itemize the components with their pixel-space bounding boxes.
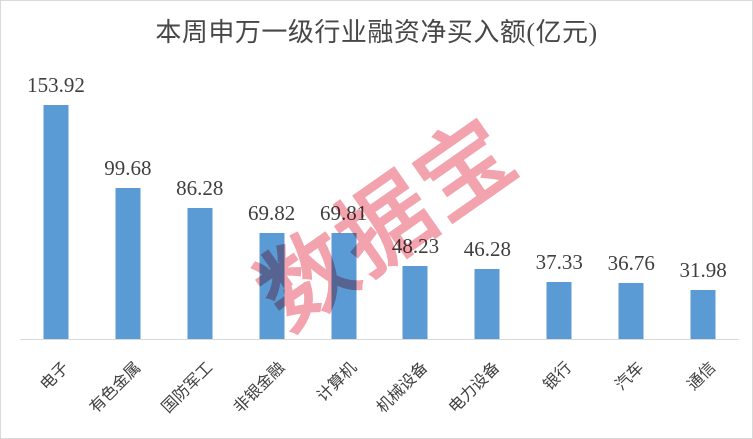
category-label: 非银金融	[230, 359, 288, 417]
bar-column: 31.98	[667, 60, 739, 339]
category-label: 计算机	[313, 359, 360, 406]
category-cell: 通信	[667, 340, 739, 439]
value-label: 48.23	[391, 233, 440, 258]
bar-通信	[690, 290, 716, 339]
bar-非银金融	[259, 232, 285, 339]
value-label: 86.28	[176, 175, 224, 200]
value-label: 69.82	[248, 200, 296, 225]
category-cell: 有色金属	[87, 340, 164, 439]
category-label: 机械设备	[374, 359, 432, 417]
category-cell: 非银金融	[231, 340, 308, 439]
bar-column: 69.82	[236, 60, 308, 339]
bar-国防军工	[187, 207, 213, 339]
category-cell: 计算机	[308, 340, 380, 439]
bar-机械设备	[402, 265, 428, 339]
value-label: 31.98	[679, 258, 727, 283]
value-label: 99.68	[104, 155, 152, 180]
category-cell: 电力设备	[446, 340, 523, 439]
category-label: 汽车	[612, 359, 648, 394]
plot-area: 153.92 99.68 86.28 69.82 69.81 48.23 46.28 37.3…	[20, 60, 739, 339]
bar-column: 36.76	[595, 60, 667, 339]
bar-银行	[546, 282, 572, 339]
value-label: 153.92	[27, 73, 85, 97]
value-label: 36.76	[607, 251, 655, 276]
category-cell: 电子	[20, 340, 92, 439]
category-label: 电子	[37, 359, 73, 394]
value-label: 69.81	[319, 200, 368, 225]
bar-column: 69.81	[308, 60, 380, 339]
bar-column: 37.33	[523, 60, 595, 339]
bar-column: 48.23	[380, 60, 452, 339]
category-cell: 国防军工	[159, 340, 236, 439]
bar-column: 99.68	[92, 60, 164, 339]
category-label: 电力设备	[446, 359, 504, 417]
categories-row: 电子 有色金属 国防军工 非银金融 计算机 机械设备 电力设备 银行 汽车 通信	[20, 340, 739, 439]
x-axis-line	[20, 339, 739, 340]
category-label: 有色金属	[86, 359, 145, 417]
bar-有色金属	[115, 187, 141, 339]
bar-column: 153.92	[20, 60, 92, 339]
category-cell: 机械设备	[374, 340, 452, 439]
bar-汽车	[618, 283, 644, 339]
category-label: 通信	[684, 359, 720, 394]
value-label: 37.33	[535, 250, 583, 275]
value-label: 46.28	[463, 236, 512, 261]
chart-title: 本周申万一级行业融资净买入额(亿元)	[155, 18, 598, 47]
bar-column: 46.28	[451, 60, 523, 339]
bar-电力设备	[474, 268, 500, 339]
category-label: 银行	[540, 359, 576, 394]
category-label: 国防军工	[158, 359, 217, 417]
bar-电子	[43, 105, 69, 339]
bar-column: 86.28	[164, 60, 236, 339]
bar-计算机	[331, 232, 357, 339]
category-cell: 汽车	[595, 340, 667, 439]
category-cell: 银行	[523, 340, 595, 439]
